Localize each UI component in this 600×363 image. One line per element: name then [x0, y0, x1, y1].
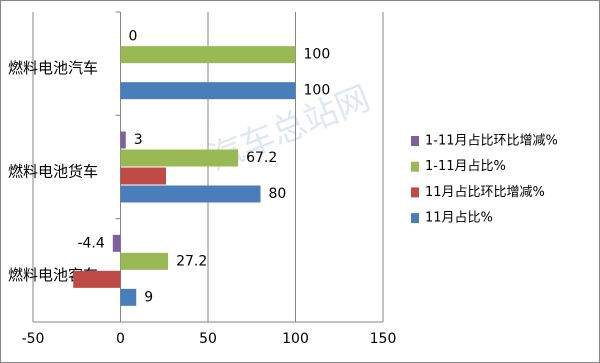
data-label: 9: [144, 289, 153, 305]
bar: [112, 234, 121, 252]
data-label: 67.2: [246, 150, 277, 166]
bar: [120, 82, 296, 100]
legend-swatch: [411, 187, 419, 198]
data-label: 80: [269, 186, 287, 202]
bar: [73, 270, 121, 288]
data-label: 100: [304, 47, 331, 63]
legend-label: 11月占比%: [425, 211, 493, 226]
legend-swatch: [411, 161, 419, 172]
bar: [120, 167, 166, 185]
legend-label: 1-11月占比环比增减%: [425, 134, 558, 149]
data-label: 100: [304, 83, 331, 99]
legend-label: 11月占比环比增减%: [425, 185, 545, 200]
data-label: 0: [129, 29, 138, 45]
legend-swatch: [411, 213, 419, 224]
bar: [120, 131, 126, 149]
legend-label: 1-11月占比%: [425, 159, 506, 174]
data-label: 27.2: [176, 253, 207, 269]
category-label: 燃料电池汽车: [8, 59, 98, 77]
data-label: -4.4: [77, 235, 104, 251]
bar: [120, 149, 239, 167]
bar: [120, 185, 261, 203]
data-label: 3: [134, 132, 143, 148]
x-tick-label: -50: [22, 331, 45, 347]
x-tick-label: 50: [199, 331, 217, 347]
x-tick-label: 0: [116, 331, 125, 347]
legend-swatch: [411, 136, 419, 146]
x-tick-label: 100: [282, 331, 309, 347]
x-tick-label: 150: [370, 331, 397, 347]
bar: [120, 46, 296, 64]
bar: [120, 288, 137, 306]
category-label: 燃料电池货车: [8, 163, 98, 181]
bar: [120, 252, 169, 270]
